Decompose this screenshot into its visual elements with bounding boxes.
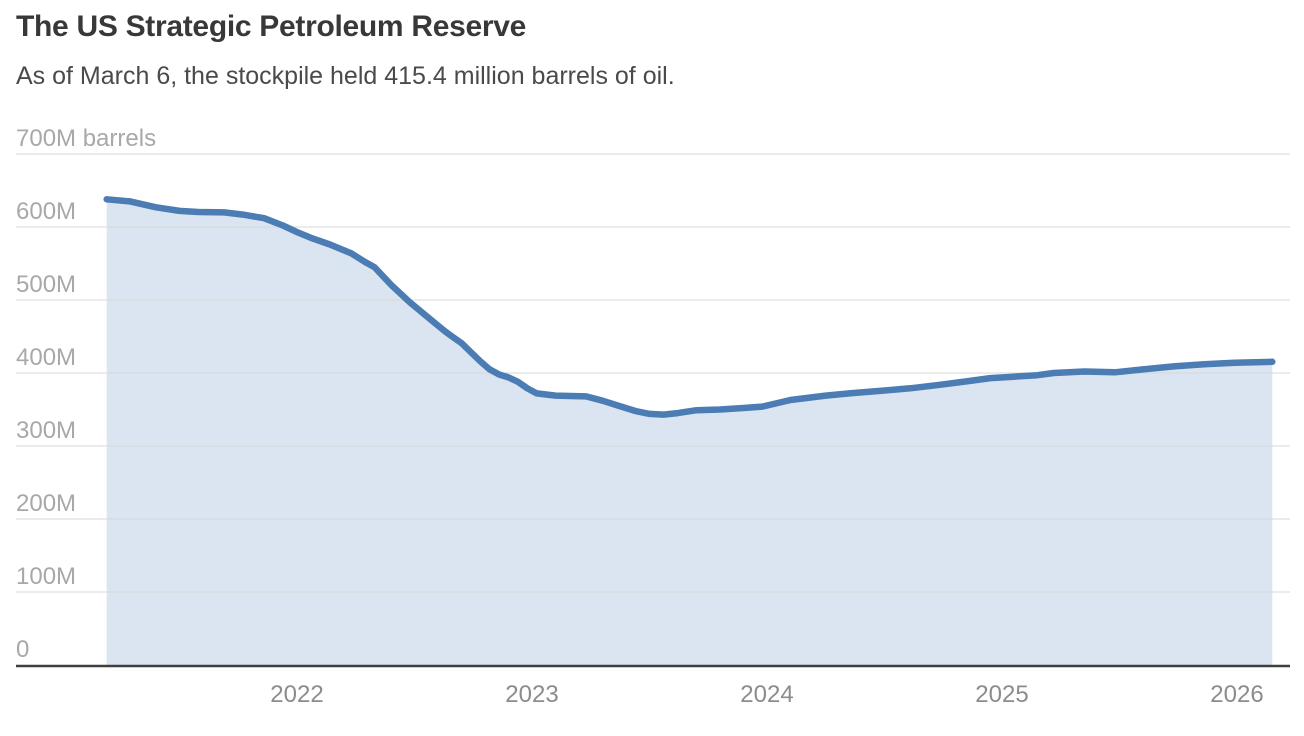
- y-axis-label: 700M barrels: [16, 125, 156, 152]
- x-axis-label-2025: 2025: [975, 681, 1028, 708]
- x-axis-label-2023: 2023: [505, 681, 558, 708]
- y-axis-label: 100M: [16, 563, 76, 590]
- page-title: The US Strategic Petroleum Reserve: [16, 10, 526, 43]
- x-axis-label-2024: 2024: [740, 681, 793, 708]
- area-fill: [106, 199, 1273, 666]
- y-axis-label: 200M: [16, 490, 76, 517]
- x-axis-label-2026: 2026: [1210, 681, 1263, 708]
- y-axis-label: 500M: [16, 271, 76, 298]
- chart-subtitle: As of March 6, the stockpile held 415.4 …: [16, 62, 675, 90]
- y-axis-label: 400M: [16, 344, 76, 371]
- y-axis-label: 300M: [16, 417, 76, 444]
- y-axis-label: 600M: [16, 198, 76, 225]
- y-axis-label: 0: [16, 636, 29, 663]
- reserve-line: [103, 196, 1276, 418]
- x-axis-label-2022: 2022: [270, 681, 323, 708]
